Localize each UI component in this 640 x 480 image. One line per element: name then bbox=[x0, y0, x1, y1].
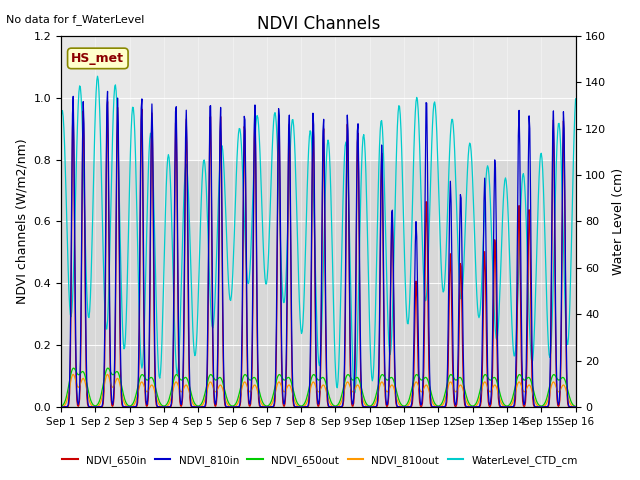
Legend: NDVI_650in, NDVI_810in, NDVI_650out, NDVI_810out, WaterLevel_CTD_cm: NDVI_650in, NDVI_810in, NDVI_650out, NDV… bbox=[58, 451, 582, 470]
Y-axis label: Water Level (cm): Water Level (cm) bbox=[612, 168, 625, 275]
Text: HS_met: HS_met bbox=[71, 52, 124, 65]
Y-axis label: NDVI channels (W/m2/nm): NDVI channels (W/m2/nm) bbox=[15, 139, 28, 304]
Text: No data for f_WaterLevel: No data for f_WaterLevel bbox=[6, 14, 145, 25]
Title: NDVI Channels: NDVI Channels bbox=[257, 15, 380, 33]
Bar bbox=[61, 36, 575, 159]
